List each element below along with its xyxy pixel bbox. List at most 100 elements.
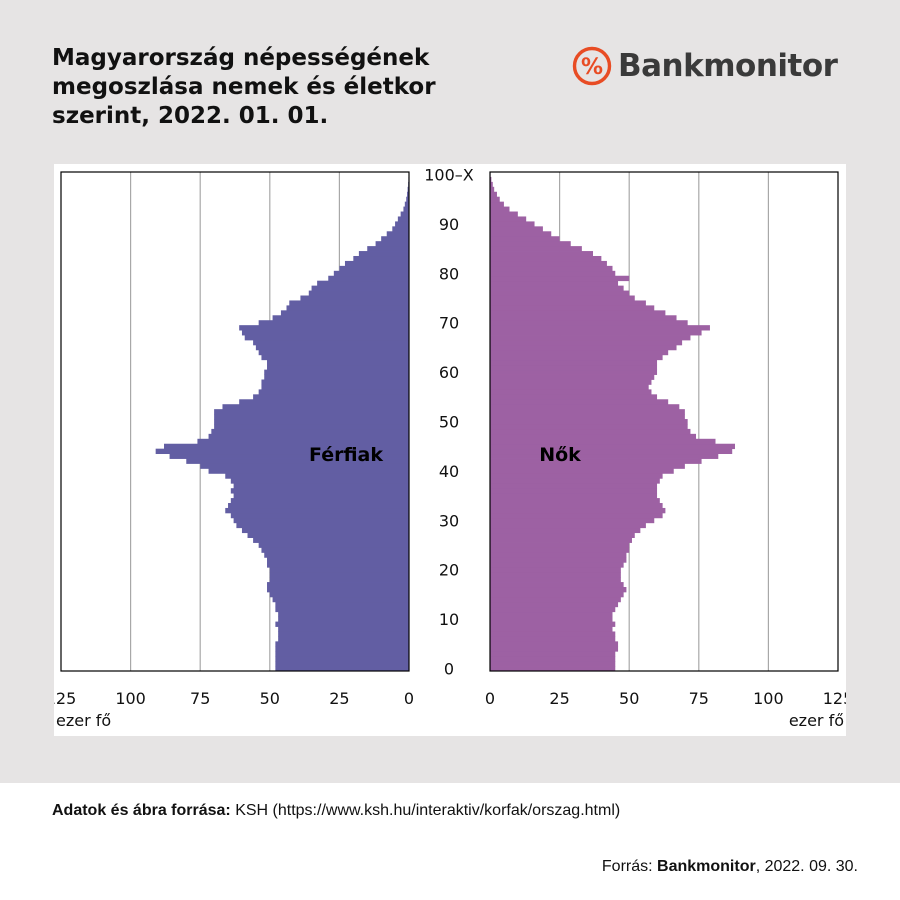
bar-men (275, 666, 409, 672)
bar-men (211, 428, 409, 435)
data-source-note: Adatok és ábra forrása: KSH (https://www… (52, 802, 620, 820)
bar-women (490, 221, 535, 227)
bar-women (490, 176, 492, 183)
age-tick-label: 30 (439, 511, 459, 530)
bar-women (490, 186, 495, 193)
bar-men (404, 201, 409, 207)
bar-women (490, 344, 677, 351)
bar-women (490, 389, 652, 395)
bar-women (490, 557, 627, 563)
bar-women (490, 611, 613, 618)
bar-women (490, 241, 571, 247)
bar-women (490, 181, 493, 188)
credit-date: , 2022. 09. 30. (755, 858, 858, 875)
x-unit-label-men: ezer fő (56, 711, 111, 730)
bar-men (278, 636, 409, 642)
bar-men (278, 616, 409, 622)
bar-women (490, 661, 616, 667)
credit-brand: Bankmonitor (657, 858, 756, 875)
bar-women (490, 349, 669, 356)
population-pyramid-chart: 0 10 20 30 40 50 60 70 80 90 100–X 125 100 75 50 25 0 0 25… (54, 166, 846, 731)
bar-women (490, 562, 624, 568)
age-tick-label: 60 (439, 363, 459, 382)
bar-men (261, 384, 409, 390)
bar-men (197, 438, 409, 445)
bar-women (490, 641, 619, 647)
bar-men (269, 591, 409, 598)
bar-women (490, 507, 666, 514)
plot-frame-women (489, 171, 839, 672)
bar-women (490, 428, 691, 435)
bar-women (490, 572, 621, 578)
bar-women (490, 330, 702, 336)
bar-men (397, 216, 409, 222)
bar-men (386, 231, 409, 237)
bar-women (490, 191, 497, 198)
bar-women (490, 369, 658, 375)
bar-women (490, 231, 552, 237)
chart-panel: 0 10 20 30 40 50 60 70 80 90 100–X 125 100 75 50 25 0 0 25… (54, 164, 846, 736)
bar-men (200, 463, 409, 469)
source-text: KSH (https://www.ksh.hu/interaktiv/korfa… (235, 802, 621, 819)
bar-women (490, 270, 616, 277)
x-unit-label-women: ezer fő (789, 711, 844, 730)
source-label: Adatok és ábra forrása: (52, 802, 231, 819)
bar-women (490, 275, 630, 282)
bar-men (395, 221, 409, 227)
x-tick-label-women: 100 (753, 689, 784, 708)
bar-women (490, 419, 688, 425)
bar-men (269, 567, 409, 573)
bar-men (317, 280, 409, 287)
bar-women (490, 315, 677, 321)
bar-men (241, 527, 409, 534)
title-line-3: szerint, 2022. 01. 01. (52, 103, 329, 129)
bar-men (225, 507, 409, 514)
bar-men (275, 601, 409, 608)
bar-men (300, 295, 409, 301)
bar-men (267, 587, 409, 593)
bar-women (490, 196, 500, 203)
bar-women (490, 453, 719, 459)
bar-men (169, 453, 409, 459)
bar-men (261, 354, 409, 361)
bar-women (490, 443, 735, 450)
bar-women (490, 438, 716, 445)
bar-women (490, 359, 658, 366)
bar-men (228, 503, 409, 509)
bar-women (490, 414, 685, 420)
bar-women (490, 310, 666, 316)
bar-women (490, 493, 658, 499)
bar-women (490, 651, 616, 657)
bar-men (286, 305, 409, 311)
bar-men (214, 419, 409, 425)
credit-prefix: Forrás: (601, 858, 653, 875)
bar-men (280, 310, 409, 316)
bar-women (490, 596, 621, 603)
bar-men (275, 656, 409, 662)
bar-women (490, 636, 616, 642)
age-tick-label: 10 (439, 610, 459, 629)
bar-men (214, 414, 409, 420)
bar-men (272, 596, 409, 603)
bar-men (233, 493, 409, 499)
bar-women (490, 280, 619, 287)
bar-women (490, 532, 635, 538)
bar-men (275, 606, 409, 613)
bar-men (375, 241, 409, 247)
bar-men (233, 517, 409, 524)
logo-symbol: % (581, 55, 603, 80)
bar-men (230, 488, 409, 494)
bar-women (490, 666, 616, 672)
x-tick-label-women: 125 (823, 689, 846, 708)
bar-men (214, 409, 409, 415)
bar-men (253, 537, 409, 543)
logo-text: Bankmonitor (618, 48, 838, 84)
bar-men (222, 404, 409, 410)
bar-men (407, 191, 409, 198)
bar-men (289, 300, 409, 306)
bar-women (490, 616, 613, 622)
bar-men (358, 251, 409, 257)
bar-women (490, 606, 616, 613)
bar-women (490, 423, 688, 430)
bar-men (275, 651, 409, 657)
